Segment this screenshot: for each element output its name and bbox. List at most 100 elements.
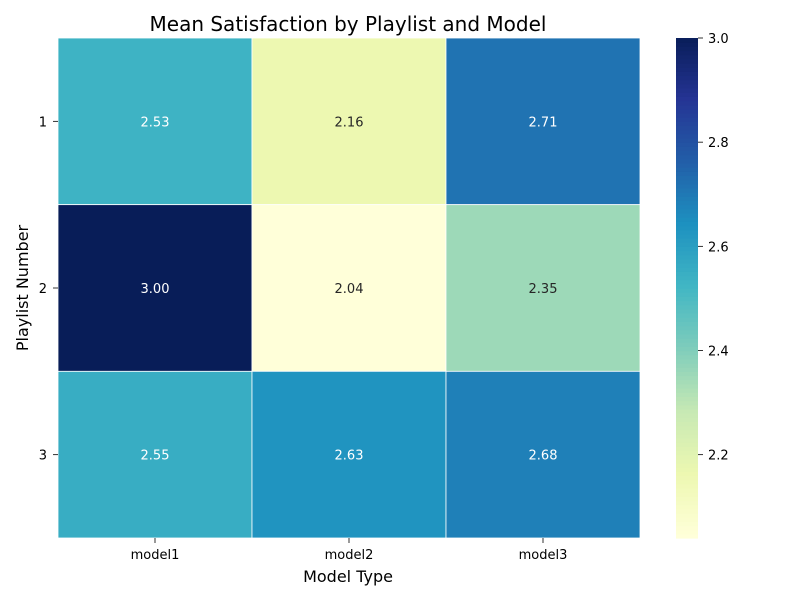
colorbar-segment <box>676 204 698 210</box>
colorbar-segment <box>676 450 698 456</box>
colorbar-segment <box>676 125 698 131</box>
colorbar-segment <box>676 383 698 389</box>
colorbar-segment <box>676 367 698 372</box>
colorbar-segment <box>676 83 698 89</box>
colorbar-segment <box>676 229 698 235</box>
heatmap-cell <box>57 204 253 372</box>
x-axis-label: Model Type <box>303 567 393 586</box>
colorbar-segment <box>676 275 698 281</box>
colorbar-segment <box>676 183 698 189</box>
colorbar-segment <box>676 71 698 77</box>
colorbar-segment <box>676 500 698 506</box>
colorbar-segment <box>676 100 698 106</box>
colorbar-segment <box>676 363 698 368</box>
heatmap-cell <box>251 37 447 206</box>
colorbar-segment <box>676 446 698 452</box>
colorbar-segment <box>676 50 698 56</box>
colorbar-tick-label: 2.6 <box>708 240 729 255</box>
colorbar-segment <box>676 79 698 85</box>
colorbar-segment <box>676 354 698 360</box>
colorbar-segment <box>676 221 698 227</box>
cell-value-label: 3.00 <box>141 282 170 297</box>
colorbar-segment <box>676 333 698 339</box>
colorbar-segment <box>676 121 698 127</box>
colorbar-segment <box>676 325 698 331</box>
colorbar-segment <box>676 233 698 239</box>
colorbar-segment <box>676 283 698 289</box>
colorbar-segment <box>676 263 698 268</box>
colorbar-segment <box>676 279 698 285</box>
colorbar: 2.2 2.4 2.6 2.8 3.0 <box>676 32 729 539</box>
colorbar-segment <box>676 513 698 518</box>
colorbar-segment <box>676 138 698 143</box>
cell-value-label: 2.53 <box>141 115 170 130</box>
colorbar-segment <box>676 346 698 352</box>
x-axis-ticks: model1 model2 model3 <box>131 538 568 563</box>
colorbar-segment <box>676 400 698 406</box>
colorbar-segment <box>676 425 698 431</box>
colorbar-segment <box>676 404 698 410</box>
colorbar-segment <box>676 288 698 293</box>
heatmap-cell <box>251 370 447 539</box>
colorbar-segment <box>676 179 698 185</box>
colorbar-segment <box>676 108 698 114</box>
colorbar-segment <box>676 321 698 327</box>
colorbar-segment <box>676 267 698 272</box>
colorbar-segment <box>676 225 698 231</box>
colorbar-segment <box>676 117 698 122</box>
colorbar-tick-label: 2.2 <box>708 449 729 464</box>
colorbar-segment <box>676 479 698 485</box>
x-tick-label: model2 <box>325 548 374 563</box>
colorbar-segment <box>676 350 698 356</box>
cell-value-label: 2.04 <box>335 282 364 297</box>
colorbar-segment <box>676 292 698 297</box>
colorbar-segment <box>676 188 698 193</box>
colorbar-segment <box>676 379 698 385</box>
colorbar-segment <box>676 75 698 81</box>
cell-value-label: 2.35 <box>529 282 558 297</box>
chart-title: Mean Satisfaction by Playlist and Model <box>150 12 547 36</box>
colorbar-segment <box>676 163 698 168</box>
colorbar-segment <box>676 467 698 472</box>
colorbar-segment <box>676 246 698 252</box>
heatmap-cell <box>57 37 253 206</box>
colorbar-segment <box>676 146 698 152</box>
colorbar-segment <box>676 417 698 422</box>
colorbar-segment <box>676 42 698 47</box>
colorbar-segment <box>676 217 698 222</box>
colorbar-segment <box>676 271 698 277</box>
colorbar-segment <box>676 413 698 418</box>
colorbar-segment <box>676 375 698 381</box>
colorbar-segment <box>676 304 698 310</box>
colorbar-segment <box>676 158 698 164</box>
colorbar-segment <box>676 508 698 514</box>
x-tick-label: model3 <box>519 548 568 563</box>
heatmap-cell <box>57 370 253 539</box>
y-tick-label: 1 <box>39 115 47 130</box>
colorbar-segment <box>676 133 698 139</box>
colorbar-segment <box>676 167 698 172</box>
heatmap-cell-labels: 2.53 2.16 2.71 3.00 2.04 2.35 2.55 2.63 2.68 <box>141 115 558 463</box>
colorbar-segment <box>676 242 698 247</box>
colorbar-segment <box>676 342 698 347</box>
heatmap-cells <box>57 37 641 539</box>
cell-value-label: 2.63 <box>335 449 364 464</box>
colorbar-segment <box>676 317 698 322</box>
colorbar-segment <box>676 58 698 64</box>
colorbar-segment <box>676 454 698 460</box>
colorbar-segment <box>676 154 698 160</box>
colorbar-segment <box>676 254 698 260</box>
colorbar-segment <box>676 46 698 52</box>
colorbar-segment <box>676 483 698 489</box>
colorbar-segment <box>676 142 698 147</box>
heatmap-cell <box>251 204 447 372</box>
colorbar-segment <box>676 38 698 43</box>
colorbar-segment <box>676 338 698 343</box>
colorbar-segment <box>676 88 698 93</box>
colorbar-segment <box>676 458 698 464</box>
cell-value-label: 2.68 <box>529 449 558 464</box>
colorbar-segment <box>676 296 698 302</box>
colorbar-segment <box>676 517 698 522</box>
